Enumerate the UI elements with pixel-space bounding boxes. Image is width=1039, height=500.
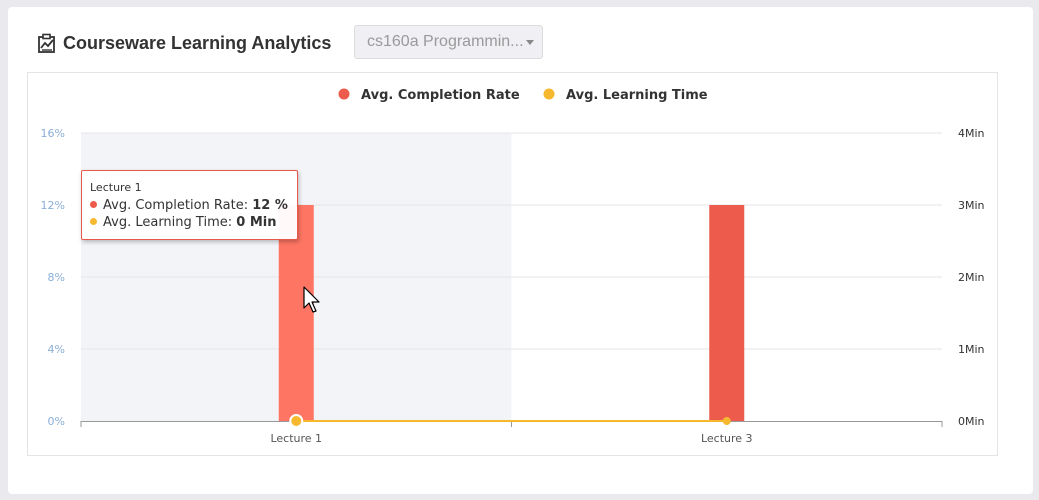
chevron-down-icon — [526, 40, 534, 45]
y-right-tick-label: 3Min — [958, 199, 985, 212]
legend-marker — [338, 88, 350, 100]
learning-time-point — [289, 414, 304, 428]
completion-bar — [278, 205, 314, 421]
tooltip-value: 0 Min — [236, 215, 277, 230]
y-right-tick-label: 0Min — [958, 415, 985, 428]
tooltip-title: Lecture 1 — [90, 181, 142, 194]
chart-container: 0% 4% 8% 12% 16% 0Min 1Min 2Min 3Min 4Min Lecture … — [27, 72, 998, 456]
y-right-tick-label: 2Min — [958, 271, 985, 284]
learning-time-point — [722, 417, 731, 425]
chart-tooltip: Lecture 1 Avg. Completion Rate: 12 % Avg… — [81, 170, 298, 240]
x-tick-label: Lecture 3 — [701, 432, 753, 445]
tooltip-value: 12 % — [252, 198, 288, 213]
y-left-tick-label: 16% — [41, 127, 65, 140]
page-title: Courseware Learning Analytics — [63, 32, 332, 53]
chart-svg: 0% 4% 8% 12% 16% 0Min 1Min 2Min 3Min 4Min Lecture … — [41, 88, 985, 445]
y-left-tick-label: 0% — [48, 415, 65, 428]
tooltip-label: Avg. Learning Time: — [103, 215, 237, 230]
tooltip-label: Avg. Completion Rate: — [103, 198, 253, 213]
y-left-tick-label: 12% — [41, 199, 65, 212]
legend-marker — [543, 88, 555, 100]
tooltip-row-time: Avg. Learning Time: 0 Min — [90, 214, 289, 231]
mouse-cursor-icon — [303, 286, 320, 313]
header: Courseware Learning Analytics — [36, 27, 331, 59]
course-select-dropdown[interactable]: cs160a Programmin... — [354, 25, 543, 59]
time-dot-icon — [90, 218, 97, 225]
y-left-tick-label: 8% — [48, 271, 65, 284]
course-select-value: cs160a Programmin... — [367, 33, 524, 50]
y-right-tick-label: 4Min — [958, 127, 985, 140]
completion-dot-icon — [90, 201, 97, 208]
legend-label: Avg. Completion Rate — [361, 88, 520, 103]
clipboard-chart-icon — [38, 33, 55, 53]
completion-bar — [709, 205, 745, 421]
x-tick-label: Lecture 1 — [270, 432, 322, 445]
y-right-tick-label: 1Min — [958, 343, 985, 356]
legend-label: Avg. Learning Time — [566, 88, 708, 103]
tooltip-row-completion: Avg. Completion Rate: 12 % — [90, 197, 289, 214]
y-left-tick-label: 4% — [48, 343, 65, 356]
